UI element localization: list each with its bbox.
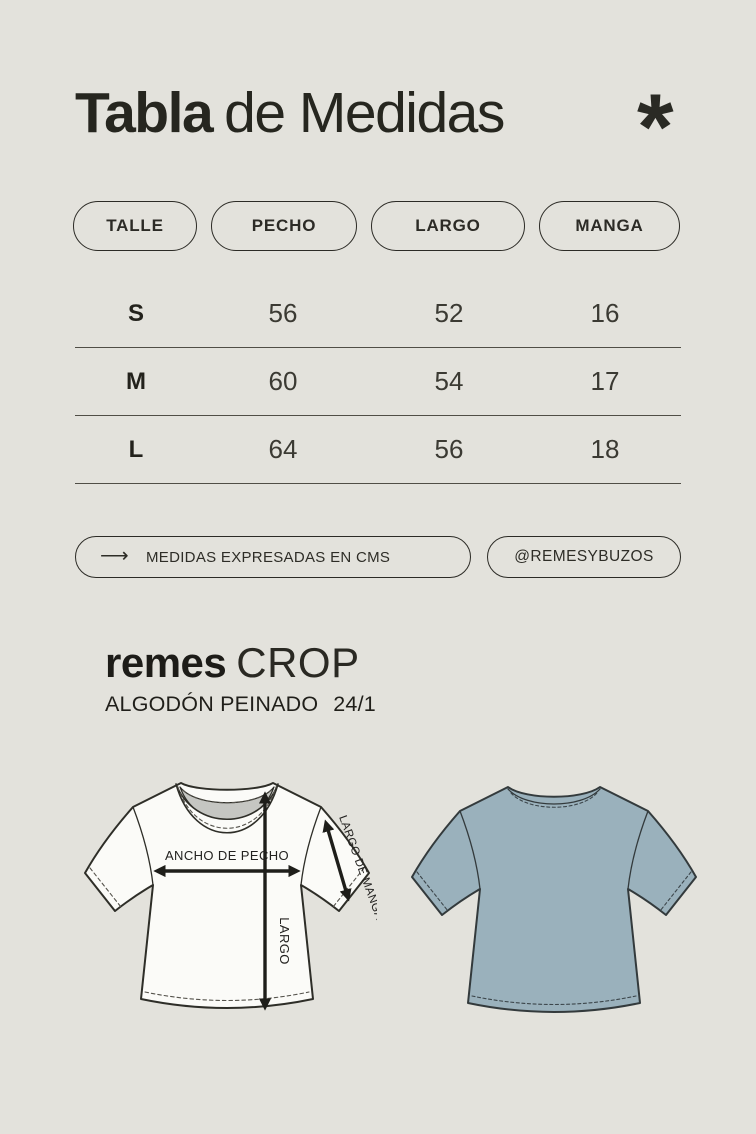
page-title-rest: de Medidas — [224, 81, 505, 145]
cell-manga: 18 — [590, 434, 620, 464]
fabric-label: ALGODÓN PEINADO — [105, 692, 319, 716]
column-pill-largo[interactable]: LARGO — [371, 201, 525, 251]
front-shirt-diagram: ANCHO DE PECHO LARGO LARGO DE MANGA — [84, 782, 377, 1011]
back-shirt-body — [411, 786, 697, 1013]
cell-pecho: 56 — [268, 298, 298, 328]
cell-largo: 56 — [434, 434, 464, 464]
cell-size: S — [127, 299, 144, 327]
units-note-pill[interactable]: ⟶ MEDIDAS EXPRESADAS EN CMS — [75, 536, 471, 578]
cell-pecho: 64 — [268, 434, 298, 464]
page-title: Tabla de Medidas — [75, 81, 505, 145]
back-neck-stitch — [510, 792, 598, 808]
cell-size: L — [128, 435, 144, 463]
product-name: remes CROP — [105, 642, 376, 684]
column-pill-manga[interactable]: MANGA — [539, 201, 680, 251]
product-info: remes CROP ALGODÓN PEINADO 24/1 — [105, 642, 376, 717]
sleeve-length-arrow — [322, 819, 352, 902]
arrow-right-icon: ⟶ — [100, 545, 129, 567]
table-row-m: M 60 54 17 — [75, 348, 681, 416]
bottom-hem-stitch — [471, 995, 637, 1005]
social-handle-pill[interactable]: @REMESYBUZOS — [487, 536, 681, 578]
cell-size: M — [126, 367, 146, 395]
bottom-hem-stitch — [144, 991, 310, 1001]
right-shoulder-seam — [300, 806, 322, 886]
brand-name: remes — [105, 639, 227, 686]
page-title-bold: Tabla — [75, 81, 214, 145]
product-line: CROP — [236, 639, 360, 686]
cell-largo: 52 — [434, 298, 464, 328]
back-collar-band — [507, 788, 601, 805]
cell-manga: 16 — [590, 298, 620, 328]
right-sleeve-hem-stitch — [659, 871, 692, 912]
fabric-info: ALGODÓN PEINADO 24/1 — [105, 692, 376, 717]
yarn-count: 24/1 — [333, 692, 376, 716]
cell-pecho: 60 — [268, 366, 298, 396]
left-sleeve-hem-stitch — [89, 867, 122, 908]
cell-manga: 17 — [590, 366, 620, 396]
column-pill-talle[interactable]: TALLE — [73, 201, 197, 251]
social-handle-label: @REMESYBUZOS — [514, 548, 654, 565]
cell-largo: 54 — [434, 366, 464, 396]
right-shoulder-seam — [627, 810, 649, 890]
column-pill-pecho[interactable]: PECHO — [211, 201, 357, 251]
table-row-s: S 56 52 16 — [75, 280, 681, 348]
left-shoulder-seam — [132, 806, 154, 886]
left-sleeve-hem-stitch — [416, 871, 449, 912]
chest-width-label: ANCHO DE PECHO — [165, 848, 289, 863]
back-shirt-diagram — [411, 786, 697, 1013]
units-note-label: MEDIDAS EXPRESADAS EN CMS — [145, 548, 391, 566]
left-shoulder-seam — [459, 810, 481, 890]
table-row-l: L 64 56 18 — [75, 416, 681, 484]
body-length-label: LARGO — [277, 917, 292, 965]
asterisk-icon: * — [637, 74, 674, 179]
